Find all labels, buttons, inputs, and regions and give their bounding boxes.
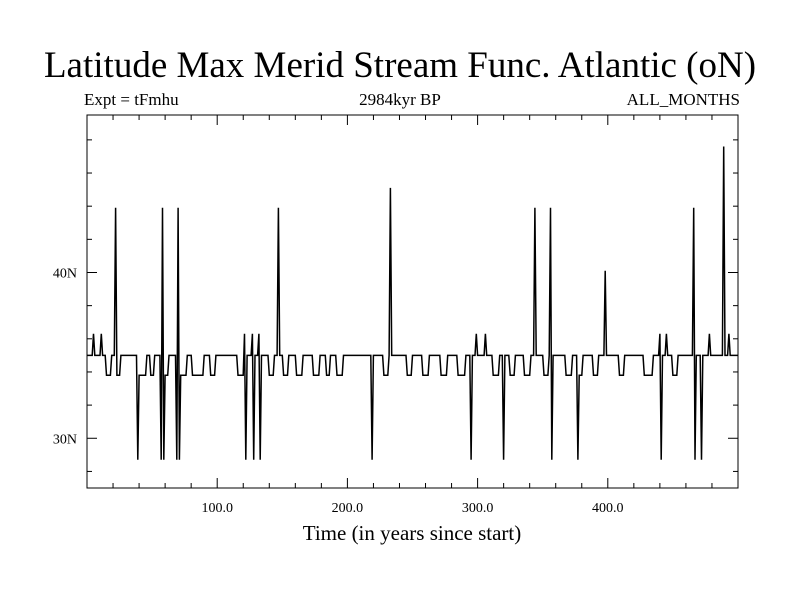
axis-ticks: 100.0 200.0 300.0 400.0 30N 40N [53,115,738,516]
y-tick-label: 40N [53,266,77,281]
series-line [87,146,738,460]
experiment-label: Expt = tFmhu [84,90,179,109]
x-tick-label: 200.0 [332,501,364,516]
x-tick-label: 100.0 [201,501,233,516]
x-tick-label: 300.0 [462,501,494,516]
x-axis-title: Time (in years since start) [303,521,522,545]
months-label: ALL_MONTHS [626,90,740,109]
chart-title: Latitude Max Merid Stream Func. Atlantic… [43,45,757,86]
x-tick-label: 400.0 [592,501,624,516]
period-label: 2984kyr BP [359,90,441,109]
y-tick-label: 30N [53,432,77,447]
plot-frame [86,114,739,489]
